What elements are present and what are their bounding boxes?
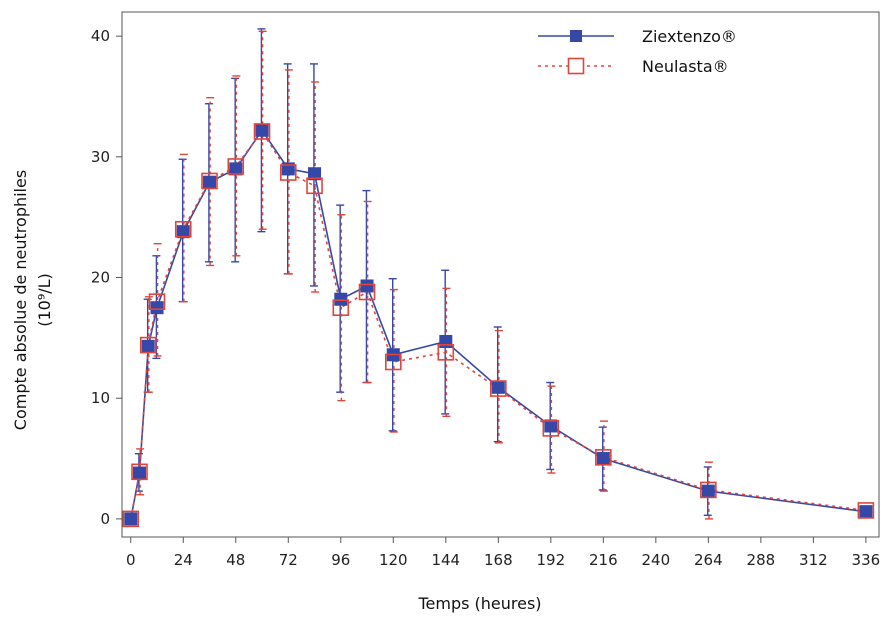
y-axis-title-line2: (10⁹/L) — [35, 273, 54, 327]
y-tick-label-0: 0 — [100, 510, 110, 528]
marker-1-7 — [253, 123, 271, 140]
marker-0-3 — [150, 301, 164, 315]
series-line-1 — [130, 130, 867, 520]
legend-marker-0 — [570, 30, 582, 42]
x-tick-label-24: 24 — [174, 551, 193, 569]
x-tick-label-264: 264 — [694, 551, 723, 569]
marker-1-9 — [306, 177, 323, 195]
marker-0-1 — [133, 466, 147, 480]
marker-1-1 — [131, 463, 148, 481]
x-tick-label-216: 216 — [589, 551, 618, 569]
marker-0-4 — [176, 225, 190, 239]
y-tick-label-10: 10 — [91, 389, 110, 407]
marker-0-18 — [859, 505, 873, 519]
x-tick-label-288: 288 — [747, 551, 776, 569]
marker-1-15 — [542, 420, 560, 437]
marker-1-17 — [700, 481, 717, 499]
marker-0-17 — [701, 484, 715, 498]
marker-1-13 — [437, 344, 455, 361]
marker-1-10 — [332, 299, 350, 316]
marker-0-2 — [141, 339, 155, 353]
marker-1-16 — [595, 449, 612, 466]
x-tick-label-48: 48 — [226, 551, 245, 569]
marker-1-8 — [279, 164, 297, 181]
legend-marker-1 — [567, 57, 585, 75]
series-markers-1 — [122, 123, 875, 528]
x-tick-label-144: 144 — [431, 551, 460, 569]
plot-frame — [121, 11, 880, 538]
marker-1-2 — [139, 336, 157, 354]
x-tick-label-96: 96 — [331, 551, 350, 569]
marker-0-5 — [203, 175, 217, 189]
marker-0-14 — [491, 380, 505, 394]
marker-0-11 — [360, 279, 374, 293]
marker-1-14 — [490, 380, 507, 397]
x-tick-label-168: 168 — [484, 551, 513, 569]
marker-1-12 — [384, 353, 402, 371]
y-tick-label-40: 40 — [91, 27, 110, 45]
marker-0-0 — [124, 512, 138, 526]
x-tick-label-192: 192 — [537, 551, 566, 569]
marker-0-15 — [544, 419, 558, 433]
x-tick-label-240: 240 — [642, 551, 671, 569]
marker-0-10 — [334, 292, 348, 306]
x-tick-label-336: 336 — [852, 551, 881, 569]
x-tick-label-312: 312 — [799, 551, 828, 569]
y-tick-label-20: 20 — [91, 269, 110, 287]
legend-label-0: Ziextenzo® — [642, 27, 737, 46]
marker-1-4 — [174, 220, 192, 238]
y-tick-label-30: 30 — [91, 148, 110, 166]
marker-0-8 — [281, 162, 295, 176]
marker-1-3 — [148, 293, 166, 310]
marker-0-13 — [439, 334, 453, 348]
marker-1-11 — [358, 283, 376, 301]
x-tick-label-120: 120 — [379, 551, 408, 569]
x-tick-label-72: 72 — [279, 551, 298, 569]
marker-1-0 — [122, 510, 140, 528]
marker-0-16 — [596, 452, 610, 466]
y-axis-title-line1: Compte absolue de neutrophiles — [11, 170, 30, 430]
marker-1-6 — [227, 158, 245, 175]
series-1 — [130, 30, 871, 520]
marker-1-5 — [201, 172, 218, 190]
marker-1-18 — [857, 502, 875, 519]
x-tick-label-0: 0 — [126, 551, 136, 569]
marker-0-7 — [255, 123, 269, 137]
series-line-0 — [130, 128, 867, 520]
marker-0-9 — [308, 167, 322, 181]
series-0 — [130, 28, 870, 520]
x-axis-title: Temps (heures) — [417, 594, 541, 613]
series-markers-0 — [124, 123, 873, 526]
legend-label-1: Neulasta® — [642, 57, 729, 76]
marker-0-6 — [229, 162, 243, 176]
